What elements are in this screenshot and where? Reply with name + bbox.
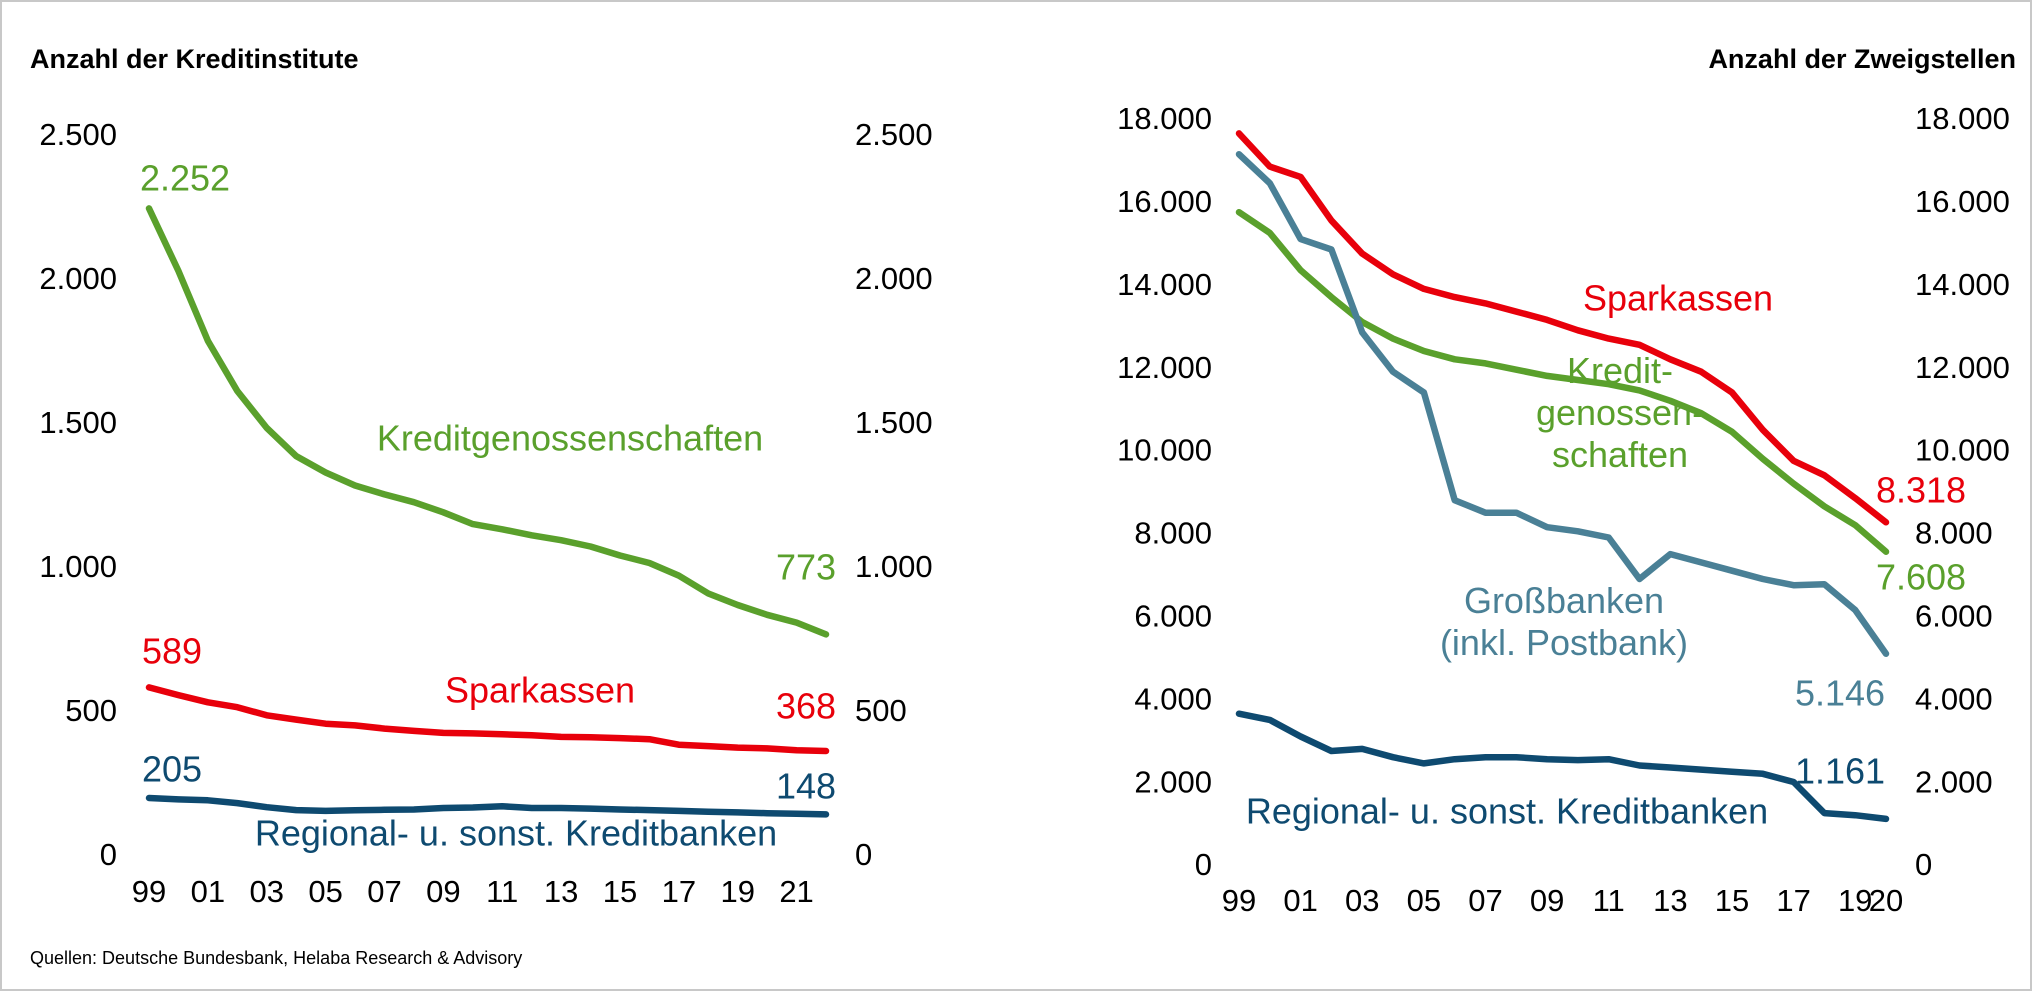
y2-tick-label: 14.000 — [1915, 267, 2010, 302]
x-tick-label: 19 — [720, 874, 754, 909]
y-tick-label: 1.500 — [39, 405, 117, 440]
x-tick-label: 99 — [1222, 883, 1256, 918]
data-label: 5.146 — [1795, 673, 1885, 714]
series-label: Kreditgenossenschaften — [377, 418, 763, 459]
series-label: Sparkassen — [445, 670, 635, 711]
x-tick-label: 11 — [486, 874, 518, 909]
y-tick-label: 0 — [1195, 847, 1212, 882]
x-tick-label: 09 — [1530, 883, 1564, 918]
chart-title: Anzahl der Kreditinstitute — [30, 44, 359, 74]
series-label: Regional- u. sonst. Kreditbanken — [255, 813, 777, 854]
x-tick-label: 20 — [1869, 883, 1903, 918]
series-label: Regional- u. sonst. Kreditbanken — [1246, 791, 1768, 832]
series-line — [1235, 208, 1890, 555]
series-line — [1235, 130, 1890, 526]
x-tick-label: 07 — [367, 874, 401, 909]
x-tick-label: 07 — [1468, 883, 1502, 918]
y2-tick-label: 18.000 — [1915, 101, 2010, 136]
data-label: 773 — [776, 547, 836, 588]
y-tick-label: 2.000 — [39, 261, 117, 296]
y-tick-label: 500 — [65, 693, 117, 728]
y2-tick-label: 12.000 — [1915, 350, 2010, 385]
x-tick-label: 01 — [1283, 883, 1317, 918]
y-tick-label: 16.000 — [1117, 184, 1212, 219]
x-tick-label: 17 — [662, 874, 696, 909]
y2-tick-label: 4.000 — [1915, 681, 1993, 716]
x-tick-label: 15 — [1715, 883, 1749, 918]
y2-tick-label: 1.000 — [855, 549, 933, 584]
data-label: 368 — [776, 686, 836, 727]
x-tick-label: 01 — [191, 874, 225, 909]
series-label: Großbanken (inkl. Postbank) — [1440, 580, 1688, 663]
y2-tick-label: 2.000 — [855, 261, 933, 296]
x-tick-label: 21 — [779, 874, 813, 909]
y2-tick-label: 0 — [855, 837, 872, 872]
y-tick-label: 1.000 — [39, 549, 117, 584]
data-label: 2.252 — [140, 158, 230, 199]
x-tick-label: 03 — [1345, 883, 1379, 918]
y-tick-label: 14.000 — [1117, 267, 1212, 302]
x-tick-label: 11 — [1593, 883, 1625, 918]
series-line — [145, 794, 830, 818]
y-tick-label: 6.000 — [1134, 599, 1212, 634]
y-tick-label: 8.000 — [1134, 516, 1212, 551]
y2-tick-label: 8.000 — [1915, 516, 1993, 551]
series-line — [1235, 710, 1890, 823]
data-label: 148 — [776, 766, 836, 807]
data-label: 1.161 — [1795, 751, 1885, 792]
y2-tick-label: 2.500 — [855, 117, 933, 152]
y-tick-label: 2.000 — [1134, 764, 1212, 799]
x-tick-label: 05 — [308, 874, 342, 909]
y-tick-label: 18.000 — [1117, 101, 1212, 136]
x-tick-label: 99 — [132, 874, 166, 909]
y2-tick-label: 0 — [1915, 847, 1932, 882]
x-tick-label: 05 — [1407, 883, 1441, 918]
y-tick-label: 4.000 — [1134, 681, 1212, 716]
x-tick-label: 09 — [426, 874, 460, 909]
source-note: Quellen: Deutsche Bundesbank, Helaba Res… — [30, 948, 522, 968]
series-label: Kredit-genossen-schaften — [1536, 350, 1704, 475]
series-line — [1235, 150, 1890, 657]
y2-tick-label: 10.000 — [1915, 433, 2010, 468]
x-tick-label: 15 — [603, 874, 637, 909]
chart-title: Anzahl der Zweigstellen — [1708, 44, 2016, 74]
x-tick-label: 03 — [249, 874, 283, 909]
y2-tick-label: 16.000 — [1915, 184, 2010, 219]
x-tick-label: 13 — [1653, 883, 1687, 918]
series-line — [145, 684, 830, 755]
x-tick-label: 19 — [1838, 883, 1872, 918]
y2-tick-label: 2.000 — [1915, 764, 1993, 799]
y2-tick-label: 500 — [855, 693, 907, 728]
x-tick-label: 17 — [1776, 883, 1810, 918]
y-tick-label: 12.000 — [1117, 350, 1212, 385]
data-label: 589 — [142, 631, 202, 672]
y2-tick-label: 1.500 — [855, 405, 933, 440]
data-label: 8.318 — [1876, 470, 1966, 511]
y-tick-label: 2.500 — [39, 117, 117, 152]
y-tick-label: 10.000 — [1117, 433, 1212, 468]
data-label: 205 — [142, 749, 202, 790]
x-tick-label: 13 — [544, 874, 578, 909]
data-label: 7.608 — [1876, 557, 1966, 598]
y2-tick-label: 6.000 — [1915, 599, 1993, 634]
series-line — [145, 205, 830, 638]
y-tick-label: 0 — [100, 837, 117, 872]
series-label: Sparkassen — [1583, 278, 1773, 319]
